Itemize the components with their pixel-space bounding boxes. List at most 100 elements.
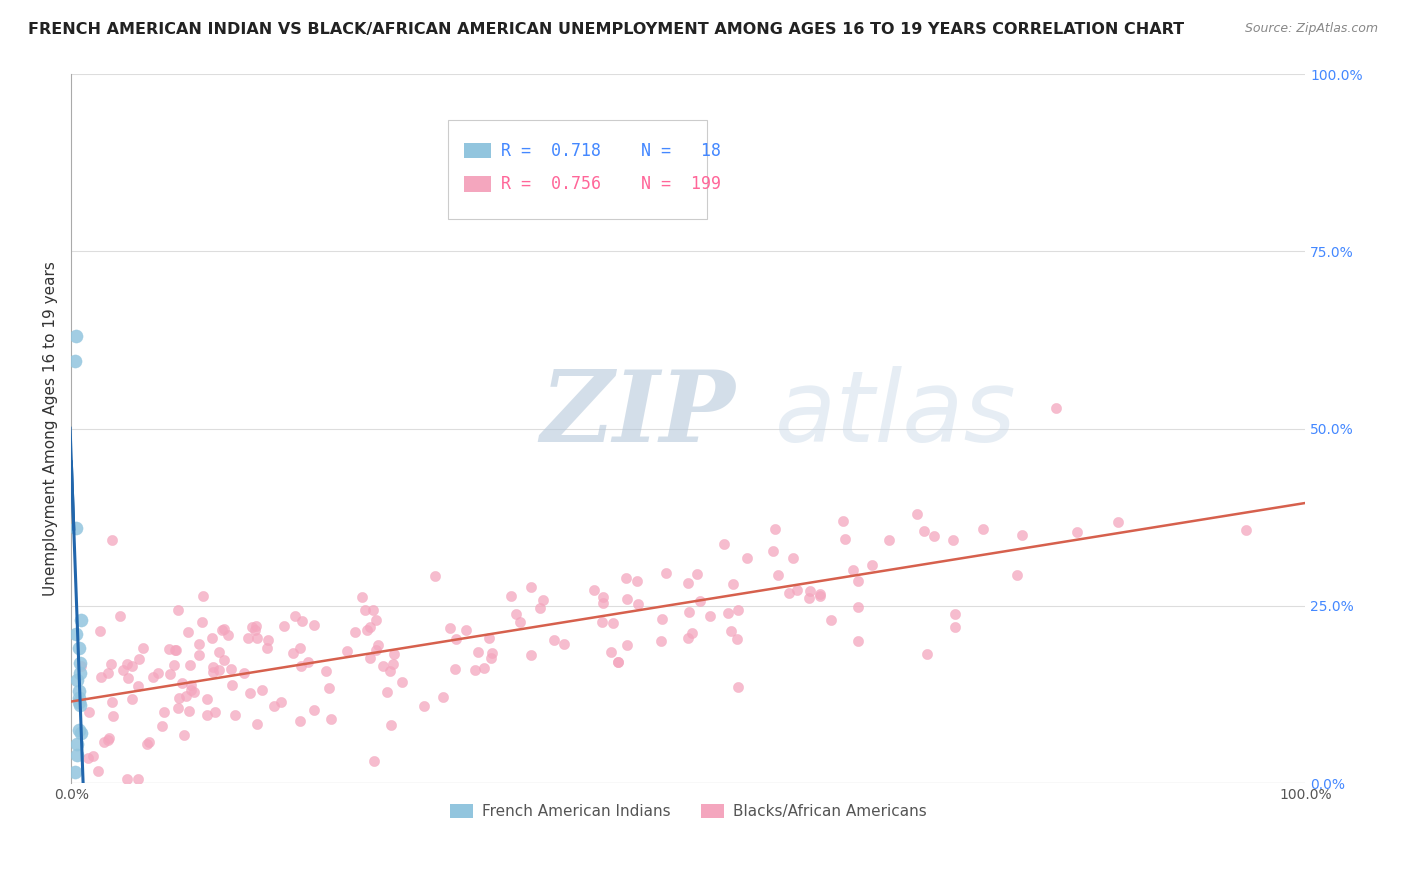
Point xyxy=(432,690,454,705)
Point xyxy=(361,603,384,617)
Point xyxy=(1045,401,1067,416)
Point xyxy=(65,329,87,343)
Point xyxy=(591,615,613,629)
Point xyxy=(478,631,501,645)
Point xyxy=(214,653,236,667)
Point xyxy=(782,551,804,566)
Point xyxy=(142,670,165,684)
Point xyxy=(63,765,86,780)
Point xyxy=(121,692,143,706)
Point xyxy=(201,631,224,645)
Point xyxy=(110,609,132,624)
Point xyxy=(89,670,111,684)
Point xyxy=(650,633,672,648)
Point xyxy=(786,583,808,598)
Point xyxy=(356,623,378,637)
Point xyxy=(66,673,89,688)
Point xyxy=(219,662,242,676)
Point xyxy=(70,659,93,673)
Point xyxy=(917,647,939,661)
Point xyxy=(157,641,180,656)
Point xyxy=(150,719,173,733)
Point xyxy=(681,626,703,640)
Point xyxy=(373,659,395,673)
Point xyxy=(627,597,650,611)
Point xyxy=(173,728,195,742)
Point xyxy=(67,641,90,656)
Point xyxy=(245,624,267,638)
Point xyxy=(236,632,259,646)
Point xyxy=(846,634,869,648)
Point xyxy=(146,665,169,680)
Point xyxy=(363,754,385,768)
Point xyxy=(100,657,122,672)
Point xyxy=(676,576,699,591)
Point xyxy=(439,621,461,635)
Point xyxy=(359,651,381,665)
Point xyxy=(82,749,104,764)
Point xyxy=(519,580,541,594)
Point xyxy=(799,583,821,598)
Point xyxy=(531,593,554,607)
Point xyxy=(112,663,135,677)
Point xyxy=(211,623,233,637)
Point xyxy=(831,514,853,528)
Point xyxy=(834,532,856,546)
Point xyxy=(778,586,800,600)
Point xyxy=(93,734,115,748)
Point xyxy=(444,662,467,676)
Point xyxy=(179,704,201,718)
Point xyxy=(284,609,307,624)
Point xyxy=(256,633,278,648)
Point xyxy=(799,591,821,605)
Point xyxy=(101,708,124,723)
Point xyxy=(177,625,200,640)
Text: ZIP: ZIP xyxy=(540,366,735,463)
Legend: French American Indians, Blacks/African Americans: French American Indians, Blacks/African … xyxy=(444,797,934,825)
Point xyxy=(233,665,256,680)
Point xyxy=(616,592,638,607)
Point xyxy=(972,522,994,536)
Point xyxy=(69,698,91,712)
Point xyxy=(479,651,502,665)
Point xyxy=(367,638,389,652)
Point xyxy=(501,589,523,603)
Point xyxy=(846,599,869,614)
Point xyxy=(165,643,187,657)
Text: FRENCH AMERICAN INDIAN VS BLACK/AFRICAN AMERICAN UNEMPLOYMENT AMONG AGES 16 TO 1: FRENCH AMERICAN INDIAN VS BLACK/AFRICAN … xyxy=(28,22,1184,37)
Point xyxy=(592,596,614,610)
Point xyxy=(115,772,138,787)
Point xyxy=(240,620,263,634)
Point xyxy=(183,684,205,698)
Point xyxy=(180,682,202,697)
Point xyxy=(344,624,367,639)
Point xyxy=(138,734,160,748)
Point xyxy=(214,622,236,636)
Point xyxy=(509,615,531,629)
Point xyxy=(165,643,187,657)
Point xyxy=(281,647,304,661)
Point xyxy=(204,706,226,720)
Point xyxy=(67,690,90,705)
Point xyxy=(239,686,262,700)
Point xyxy=(519,648,541,662)
Text: atlas: atlas xyxy=(775,366,1017,463)
Point xyxy=(304,618,326,632)
Point xyxy=(304,703,326,717)
Point xyxy=(187,648,209,662)
Point xyxy=(444,632,467,647)
Point xyxy=(167,603,190,617)
Point xyxy=(467,645,489,659)
FancyBboxPatch shape xyxy=(447,120,707,219)
Point xyxy=(860,558,883,572)
Point xyxy=(375,685,398,699)
Point xyxy=(1234,523,1257,537)
Point xyxy=(97,665,120,680)
Point xyxy=(191,589,214,603)
Point xyxy=(288,714,311,728)
Point xyxy=(98,731,121,745)
Point xyxy=(378,664,401,678)
Point xyxy=(256,640,278,655)
Point xyxy=(336,644,359,658)
Point xyxy=(315,665,337,679)
